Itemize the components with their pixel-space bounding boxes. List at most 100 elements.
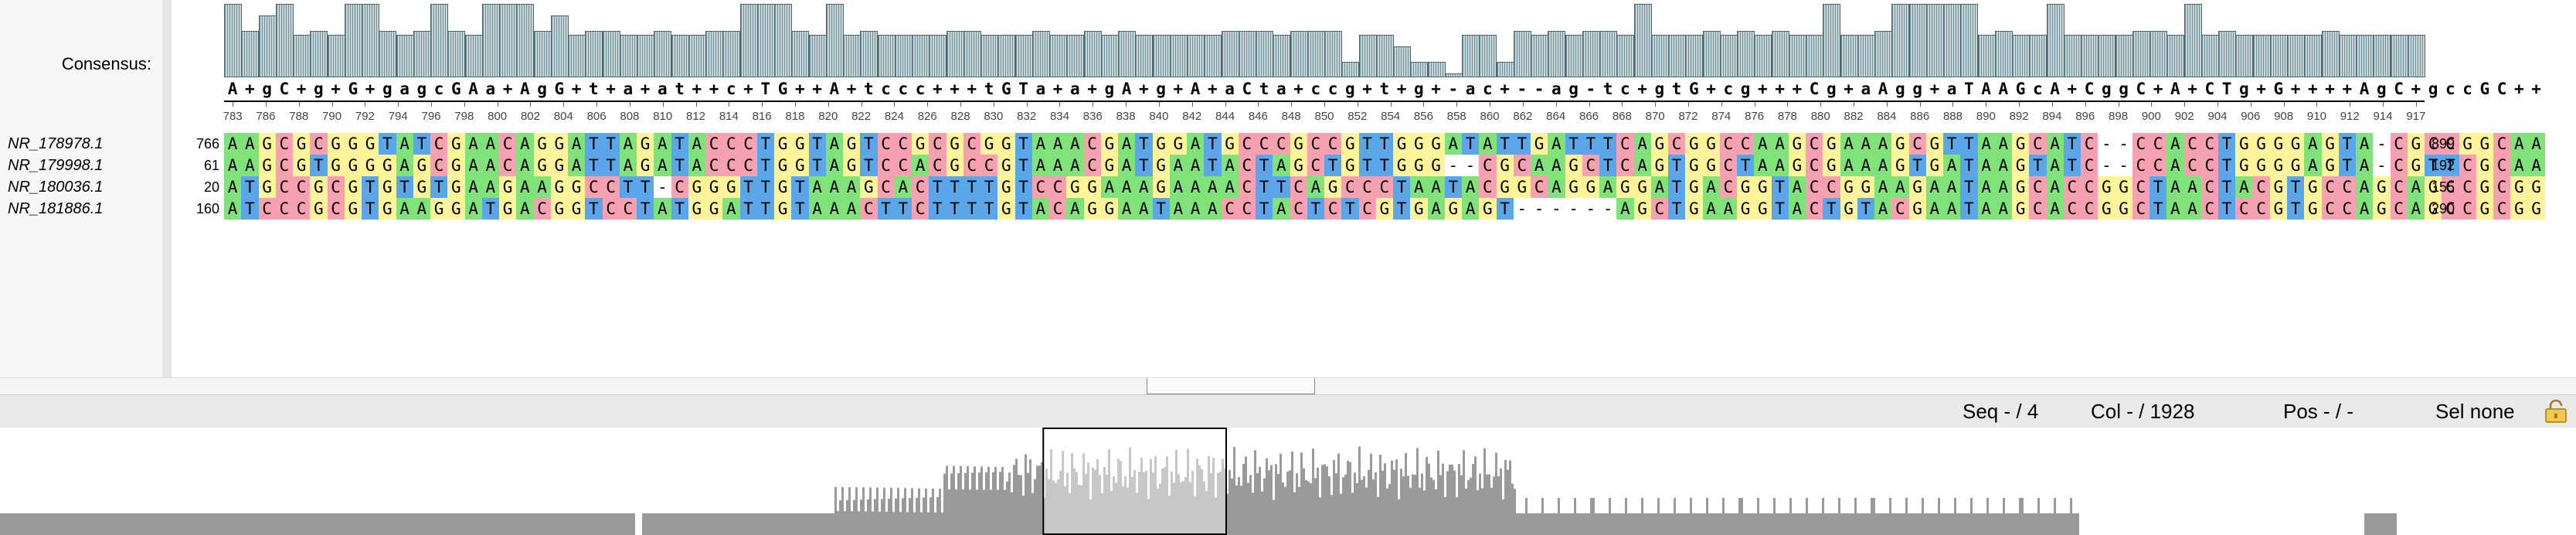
residue-cell[interactable]: G <box>1891 133 1909 155</box>
residue-cell[interactable]: A <box>1221 176 1239 198</box>
residue-cell[interactable]: A <box>1118 133 1136 155</box>
residue-cell[interactable]: - <box>2115 133 2133 155</box>
residue-cell[interactable]: C <box>877 155 895 176</box>
residue-cell[interactable]: C <box>2493 155 2511 176</box>
residue-cell[interactable]: C <box>602 198 620 220</box>
residue-cell[interactable]: T <box>946 176 963 198</box>
residue-cell[interactable]: C <box>2321 198 2339 220</box>
residue-cell[interactable]: C <box>430 155 448 176</box>
residue-cell[interactable]: C <box>2493 133 2511 155</box>
residue-cell[interactable]: A <box>1049 155 1067 176</box>
residue-cell[interactable]: T <box>1375 155 1393 176</box>
residue-cell[interactable]: A <box>464 133 482 155</box>
residue-cell[interactable]: G <box>1375 198 1393 220</box>
residue-cell[interactable]: G <box>705 176 723 198</box>
residue-cell[interactable]: C <box>860 198 878 220</box>
residue-cell[interactable]: C <box>894 133 912 155</box>
residue-cell[interactable]: G <box>1702 133 1720 155</box>
residue-cell[interactable]: A <box>843 176 861 198</box>
residue-cell[interactable]: C <box>1238 176 1256 198</box>
residue-cell[interactable]: T <box>1324 155 1342 176</box>
residue-cell[interactable]: - <box>1444 155 1462 176</box>
residue-cell[interactable]: G <box>2287 155 2305 176</box>
residue-cell[interactable]: T <box>1358 133 1376 155</box>
residue-cell[interactable]: A <box>1427 198 1445 220</box>
residue-cell[interactable]: G <box>1341 155 1359 176</box>
residue-cell[interactable]: C <box>2425 133 2442 155</box>
residue-cell[interactable]: T <box>1393 176 1411 198</box>
residue-cell[interactable]: C <box>2390 176 2408 198</box>
residue-cell[interactable]: T <box>2149 176 2167 198</box>
residue-cell[interactable]: C <box>2493 198 2511 220</box>
residue-cell[interactable]: C <box>1806 133 1823 155</box>
residue-cell[interactable]: T <box>1256 155 1273 176</box>
residue-cell[interactable]: G <box>2098 198 2116 220</box>
residue-cell[interactable]: C <box>619 198 637 220</box>
residue-cell[interactable]: G <box>2235 133 2253 155</box>
residue-cell[interactable]: A <box>224 133 242 155</box>
residue-cell[interactable]: T <box>739 198 757 220</box>
residue-cell[interactable]: T <box>980 198 998 220</box>
residue-cell[interactable]: T <box>1358 155 1376 176</box>
residue-cell[interactable]: A <box>396 155 413 176</box>
residue-cell[interactable]: G <box>413 176 430 198</box>
residue-cell[interactable]: C <box>1616 155 1634 176</box>
residue-cell[interactable]: A <box>1531 155 1548 176</box>
residue-cell[interactable]: C <box>1616 133 1634 155</box>
residue-cell[interactable]: G <box>1169 133 1187 155</box>
residue-cell[interactable]: C <box>2200 198 2218 220</box>
residue-cell[interactable]: C <box>1049 176 1067 198</box>
residue-cell[interactable]: A <box>1994 198 2012 220</box>
residue-cell[interactable]: A <box>1187 176 1205 198</box>
residue-cell[interactable]: T <box>808 133 826 155</box>
residue-cell[interactable]: C <box>2459 176 2476 198</box>
residue-cell[interactable]: G <box>705 198 723 220</box>
residue-cell[interactable]: G <box>2476 155 2493 176</box>
alignment-overview[interactable] <box>0 428 2576 535</box>
residue-cell[interactable]: C <box>2321 176 2339 198</box>
residue-cell[interactable]: T <box>1960 133 1978 155</box>
residue-cell[interactable]: G <box>2476 176 2493 198</box>
residue-cell[interactable]: A <box>1187 155 1205 176</box>
residue-cell[interactable]: T <box>1565 133 1582 155</box>
residue-cell[interactable]: G <box>2115 198 2133 220</box>
residue-cell[interactable]: A <box>1754 155 1772 176</box>
residue-cell[interactable]: T <box>877 198 895 220</box>
residue-cell[interactable]: A <box>1135 198 1153 220</box>
residue-cell[interactable]: G <box>1925 133 1943 155</box>
residue-cell[interactable]: C <box>929 155 946 176</box>
residue-cell[interactable]: C <box>929 133 946 155</box>
residue-cell[interactable]: A <box>1204 198 1222 220</box>
residue-cell[interactable]: - <box>2098 155 2116 176</box>
residue-cell[interactable]: G <box>791 133 809 155</box>
residue-cell[interactable]: C <box>671 176 688 198</box>
residue-cell[interactable]: T <box>2029 155 2047 176</box>
residue-cell[interactable]: G <box>550 198 568 220</box>
residue-cell[interactable]: G <box>1685 176 1703 198</box>
residue-cell[interactable]: A <box>1616 198 1634 220</box>
residue-cell[interactable]: A <box>1066 198 1084 220</box>
residue-cell[interactable]: G <box>2476 198 2493 220</box>
residue-cell[interactable]: A <box>1874 133 1892 155</box>
residue-cell[interactable]: T <box>637 198 654 220</box>
residue-cell[interactable]: C <box>1273 133 1290 155</box>
residue-cell[interactable]: G <box>1100 155 1118 176</box>
residue-cell[interactable]: A <box>1840 155 1857 176</box>
residue-cell[interactable]: A <box>1169 198 1187 220</box>
residue-cell[interactable]: T <box>1599 155 1617 176</box>
residue-cell[interactable]: A <box>1066 155 1084 176</box>
residue-cell[interactable]: A <box>1479 133 1497 155</box>
residue-cell[interactable]: A <box>1066 133 1084 155</box>
residue-cell[interactable]: - <box>2098 133 2116 155</box>
residue-cell[interactable]: G <box>2425 198 2442 220</box>
residue-cell[interactable]: A <box>1840 133 1857 155</box>
residue-cell[interactable]: T <box>1375 133 1393 155</box>
residue-cell[interactable]: A <box>1771 133 1789 155</box>
residue-cell[interactable]: A <box>1788 176 1806 198</box>
residue-cell[interactable]: G <box>1531 133 1548 155</box>
residue-cell[interactable]: A <box>619 155 637 176</box>
residue-cell[interactable]: A <box>568 133 586 155</box>
residue-cell[interactable]: A <box>2183 198 2201 220</box>
residue-cell[interactable]: G <box>2373 176 2391 198</box>
residue-cell[interactable]: T <box>1599 133 1617 155</box>
